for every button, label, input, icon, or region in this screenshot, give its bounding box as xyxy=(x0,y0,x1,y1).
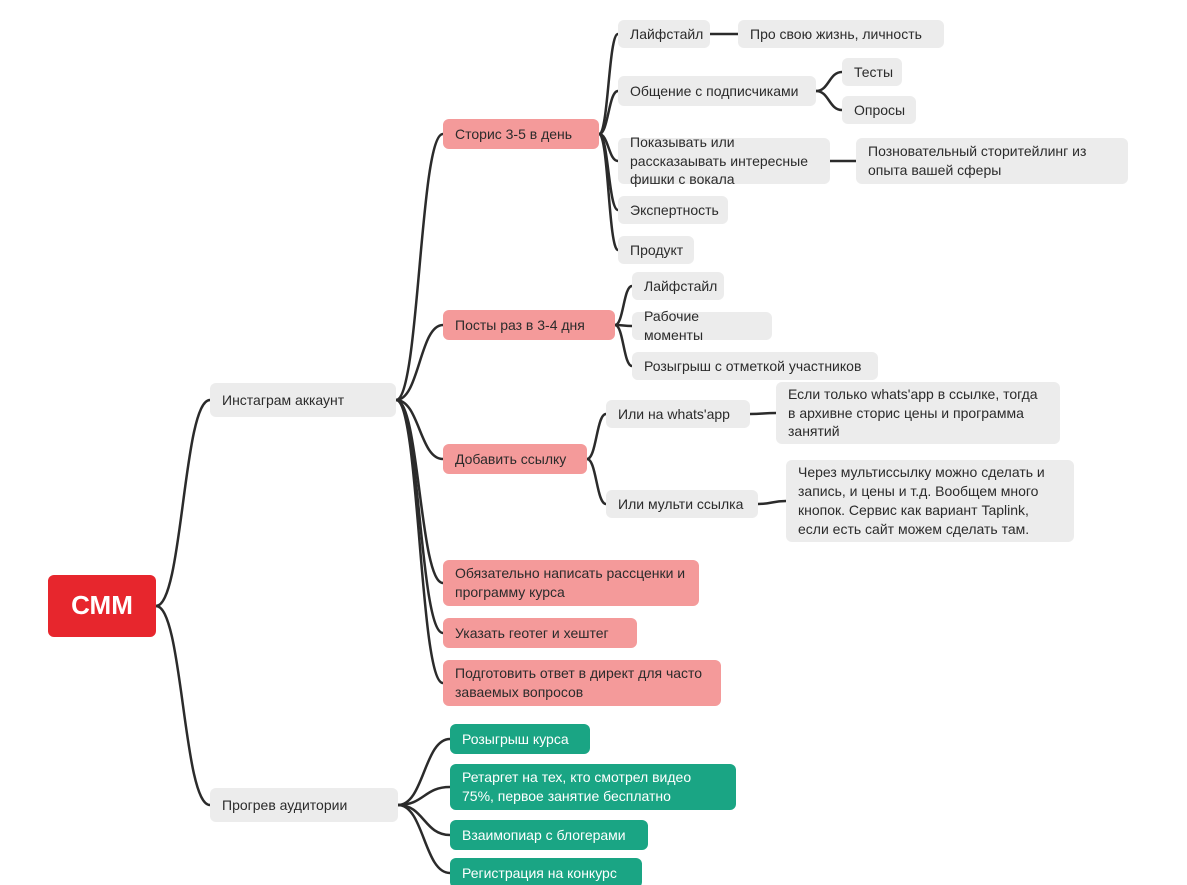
mindmap-node-p_draw: Розыгрыш с отметкой участников xyxy=(632,352,878,380)
edge-posts-p_life xyxy=(615,286,632,325)
edge-stories-s_talk xyxy=(599,91,618,134)
mindmap-node-s_talk: Общение с подписчиками xyxy=(618,76,816,106)
edge-l_wa-wa_info xyxy=(750,413,776,414)
mindmap-node-ig: Инстаграм аккаунт xyxy=(210,383,396,417)
mindmap-node-dm: Подготовить ответ в директ для часто зав… xyxy=(443,660,721,706)
mindmap-node-price: Обязательно написать рассценки и програм… xyxy=(443,560,699,606)
edge-ig-dm xyxy=(396,400,443,683)
mindmap-node-s_exp: Экспертность xyxy=(618,196,728,224)
edge-link-l_wa xyxy=(587,414,606,459)
mindmap-node-posts: Посты раз в 3-4 дня xyxy=(443,310,615,340)
edge-link-l_multi xyxy=(587,459,606,504)
edge-root-warm xyxy=(156,606,210,805)
edge-warm-w_reg xyxy=(398,805,450,873)
mindmap-node-multi_info: Через мультиссылку можно сделать и запис… xyxy=(786,460,1074,542)
edge-stories-s_life xyxy=(599,34,618,134)
mindmap-node-w_reg: Регистрация на конкурс xyxy=(450,858,642,885)
mindmap-node-tips_story: Позновательный сторитейлинг из опыта ваш… xyxy=(856,138,1128,184)
mindmap-node-w_ret: Ретаргет на тех, кто смотрел видео 75%, … xyxy=(450,764,736,810)
edge-ig-geo xyxy=(396,400,443,633)
mindmap-node-link: Добавить ссылку xyxy=(443,444,587,474)
edge-ig-posts xyxy=(396,325,443,400)
edge-stories-s_prod xyxy=(599,134,618,250)
mindmap-node-talk_poll: Опросы xyxy=(842,96,916,124)
mindmap-node-s_tips: Показывать или рассказаывать интересные … xyxy=(618,138,830,184)
mindmap-node-s_life: Лайфстайл xyxy=(618,20,710,48)
mindmap-node-w_blog: Взаимопиар с блогерами xyxy=(450,820,648,850)
edge-posts-p_draw xyxy=(615,325,632,366)
edge-warm-w_blog xyxy=(398,805,450,835)
edge-stories-s_exp xyxy=(599,134,618,210)
edge-warm-w_draw xyxy=(398,739,450,805)
edge-s_talk-talk_poll xyxy=(816,91,842,110)
edge-posts-p_work xyxy=(615,325,632,326)
edge-root-ig xyxy=(156,400,210,606)
mindmap-node-s_prod: Продукт xyxy=(618,236,694,264)
mindmap-node-geo: Указать геотег и хештег xyxy=(443,618,637,648)
mindmap-node-l_wa: Или на whats'app xyxy=(606,400,750,428)
mindmap-node-root: СММ xyxy=(48,575,156,637)
edge-s_talk-talk_test xyxy=(816,72,842,91)
mindmap-node-p_work: Рабочие моменты xyxy=(632,312,772,340)
mindmap-node-wa_info: Если только whats'app в ссылке, тогда в … xyxy=(776,382,1060,444)
mindmap-node-stories: Сторис 3-5 в день xyxy=(443,119,599,149)
mindmap-node-talk_test: Тесты xyxy=(842,58,902,86)
mindmap-node-warm: Прогрев аудитории xyxy=(210,788,398,822)
edge-ig-price xyxy=(396,400,443,583)
edge-ig-stories xyxy=(396,134,443,400)
edge-ig-link xyxy=(396,400,443,459)
mindmap-node-l_multi: Или мульти ссылка xyxy=(606,490,758,518)
mindmap-node-life_about: Про свою жизнь, личность xyxy=(738,20,944,48)
mindmap-node-p_life: Лайфстайл xyxy=(632,272,724,300)
edge-warm-w_ret xyxy=(398,787,450,805)
edge-l_multi-multi_info xyxy=(758,501,786,504)
edge-stories-s_tips xyxy=(599,134,618,161)
mindmap-node-w_draw: Розыгрыш курса xyxy=(450,724,590,754)
